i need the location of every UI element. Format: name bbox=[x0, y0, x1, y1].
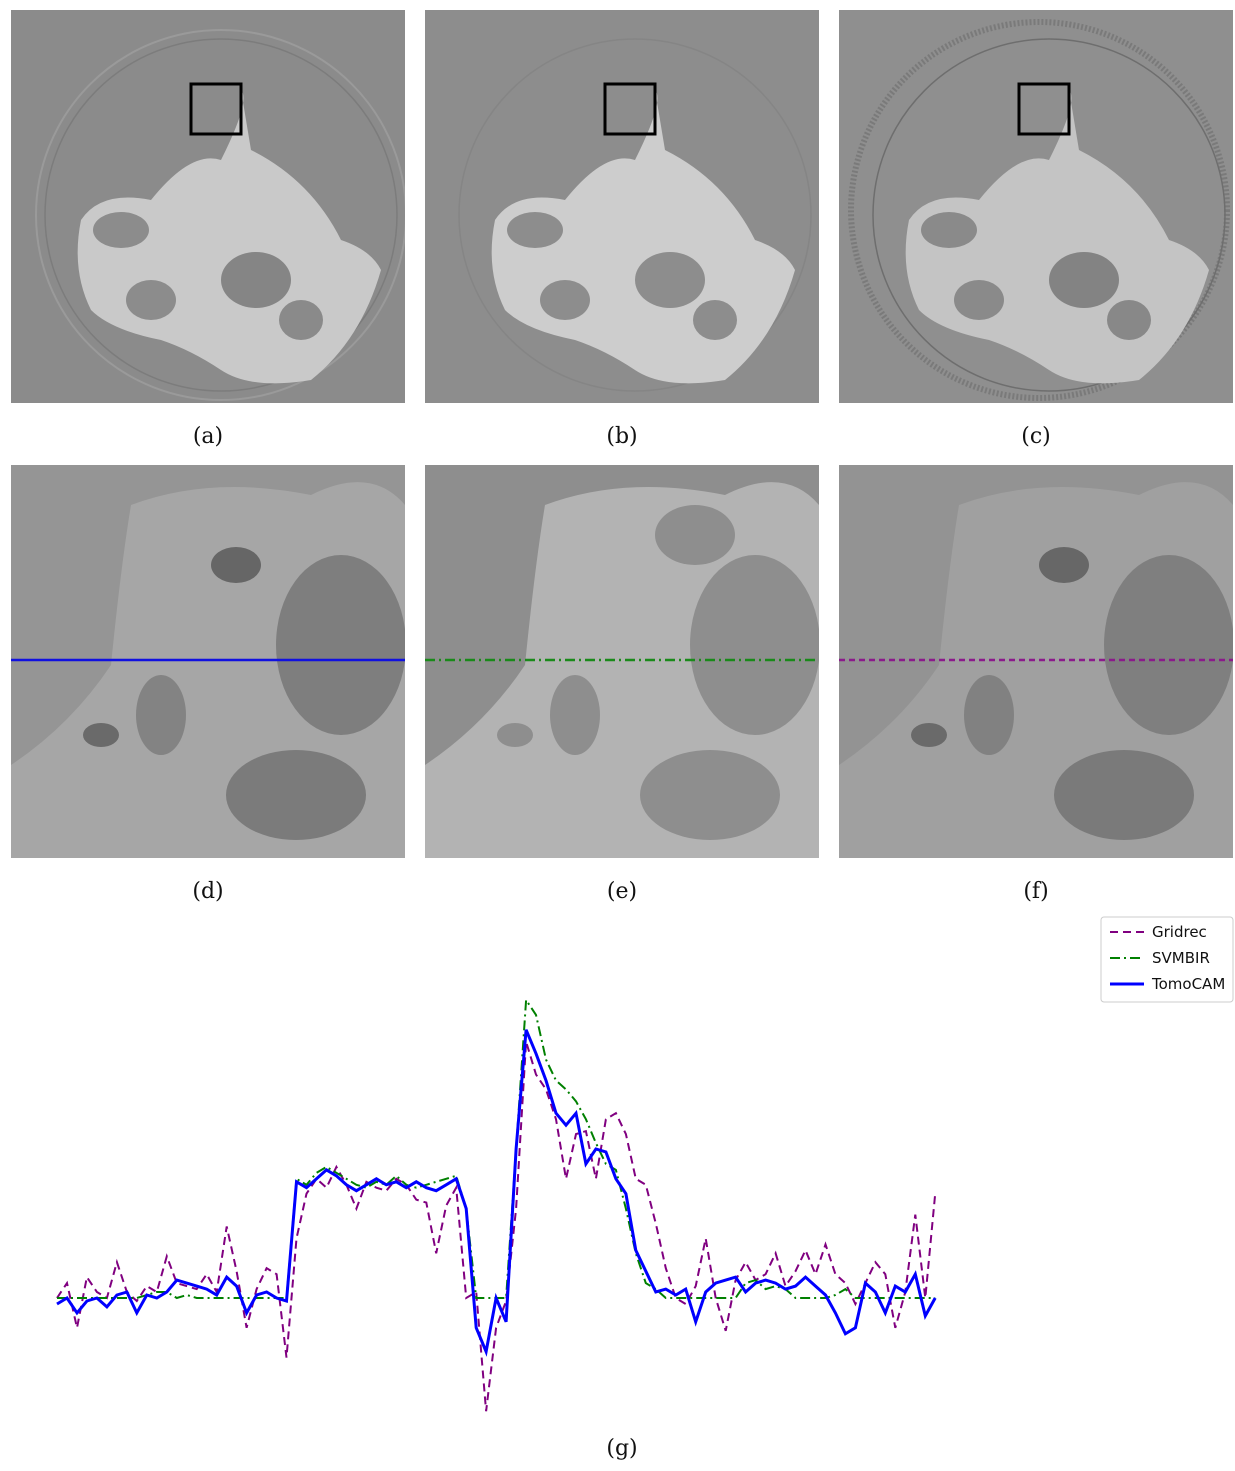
panel-a bbox=[11, 10, 405, 403]
legend-label-svmbir: SVMBIR bbox=[1152, 949, 1210, 967]
sample-ring bbox=[458, 38, 812, 392]
reconstruction-image-b bbox=[425, 10, 819, 403]
sample-ring-inner bbox=[44, 38, 398, 392]
series-line-gridrec bbox=[56, 1041, 937, 1412]
legend-label-gridrec: Gridrec bbox=[1152, 923, 1207, 941]
panel-d bbox=[11, 465, 405, 858]
plot-lines bbox=[56, 996, 937, 1412]
zoom-image-e bbox=[425, 465, 819, 858]
zoom-image-d bbox=[11, 465, 405, 858]
legend-box bbox=[1100, 916, 1234, 1003]
panel-f bbox=[839, 465, 1233, 858]
caption-b: (b) bbox=[606, 424, 638, 449]
sample-ring bbox=[872, 38, 1226, 392]
caption-d: (d) bbox=[192, 879, 224, 904]
zoom-box bbox=[603, 82, 657, 136]
zoom-box bbox=[189, 82, 243, 136]
panel-b bbox=[425, 10, 819, 403]
sample-ring bbox=[35, 29, 405, 401]
series-line-tomocam bbox=[56, 1029, 937, 1357]
panel-c bbox=[839, 10, 1233, 403]
profile-chart: Gridrec SVMBIR TomoCAM bbox=[56, 916, 1234, 1412]
panel-e bbox=[425, 465, 819, 858]
caption-c: (c) bbox=[1021, 424, 1051, 449]
caption-f: (f) bbox=[1023, 879, 1049, 904]
streak-ring bbox=[848, 19, 1230, 401]
reconstruction-image-a bbox=[11, 10, 405, 403]
reconstruction-image-c bbox=[839, 10, 1233, 403]
zoom-box bbox=[1017, 82, 1071, 136]
legend: Gridrec SVMBIR TomoCAM bbox=[1100, 916, 1234, 1003]
caption-a: (a) bbox=[192, 424, 224, 449]
legend-label-tomocam: TomoCAM bbox=[1151, 975, 1225, 993]
caption-g: (g) bbox=[606, 1436, 638, 1461]
zoom-image-f bbox=[839, 465, 1233, 858]
caption-e: (e) bbox=[606, 879, 638, 904]
